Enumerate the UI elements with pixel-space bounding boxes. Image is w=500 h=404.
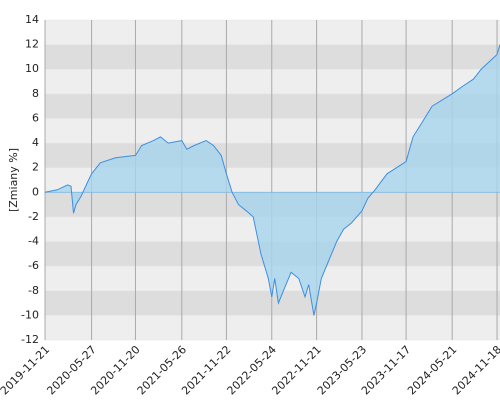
y-tick-label: 4 — [32, 136, 39, 149]
y-tick-label: -4 — [28, 235, 39, 248]
y-tick-label: -8 — [28, 284, 39, 297]
grid-band — [45, 93, 500, 119]
y-tick-label: 10 — [25, 62, 39, 75]
line — [44, 44, 500, 316]
y-tick-label: -12 — [21, 333, 39, 346]
y-tick-label: 2 — [32, 161, 39, 174]
y-tick-label: 8 — [32, 87, 39, 100]
y-tick-label: -10 — [21, 308, 39, 321]
y-tick-label: 0 — [32, 185, 39, 198]
grid-band — [45, 69, 500, 94]
grid-band — [45, 20, 500, 45]
y-axis-label: [Zmiany %] — [7, 148, 20, 212]
y-tick-label: 12 — [25, 38, 39, 51]
grid-band — [45, 315, 500, 340]
area — [45, 44, 500, 316]
y-tick-label: 14 — [25, 13, 39, 26]
grid-band — [45, 44, 500, 70]
y-tick-label: -2 — [28, 210, 39, 223]
y-tick-label: -6 — [28, 259, 39, 272]
y-tick-label: 6 — [32, 111, 39, 124]
